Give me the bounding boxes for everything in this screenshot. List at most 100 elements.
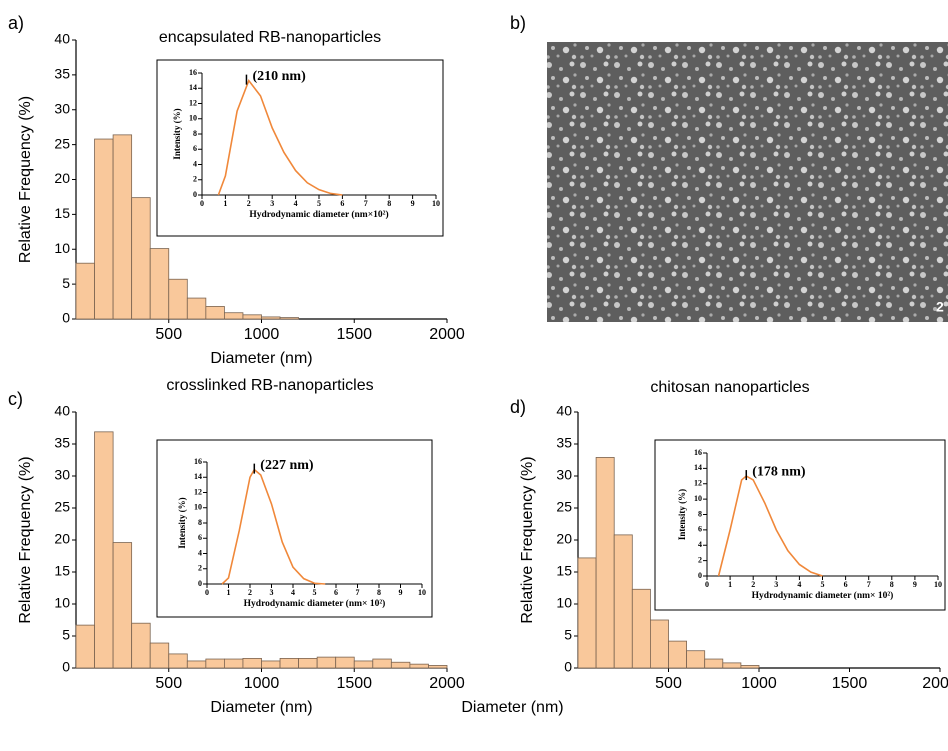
bar: [353, 660, 374, 669]
bar: [75, 624, 95, 669]
x-tick-label: 2: [248, 588, 252, 597]
y-tick-label: 5: [62, 627, 70, 643]
bar: [242, 658, 262, 669]
y-tick-label: 10: [54, 595, 70, 611]
y-tick-label: 5: [564, 627, 572, 643]
inset-box: [156, 59, 444, 237]
x-axis-label: Hydrodynamic diameter (nm× 10²): [752, 590, 894, 601]
x-tick-label: 1: [227, 588, 231, 597]
x-tick-label: 500: [155, 326, 182, 343]
bar: [223, 658, 244, 669]
x-tick-label: 9: [411, 199, 415, 208]
y-tick-label: 16: [694, 448, 702, 457]
y-tick-label: 20: [556, 531, 572, 547]
bar: [112, 542, 133, 669]
x-tick-label: 1000: [244, 326, 280, 343]
bar: [704, 658, 724, 669]
y-tick-label: 30: [54, 100, 70, 116]
x-tick-label: 6: [334, 588, 338, 597]
x-tick-label: 3: [270, 588, 274, 597]
y-tick-label: 4: [193, 159, 197, 168]
bar: [261, 660, 281, 669]
y-tick-label: 25: [556, 499, 572, 515]
x-tick-label: 2: [751, 580, 755, 589]
x-tick-label: 0: [200, 199, 204, 208]
y-tick-label: 10: [556, 595, 572, 611]
x-tick-label: 1500: [336, 326, 372, 343]
x-axis-label: Hydrodynamic diameter (nm× 10²): [244, 598, 386, 609]
x-tick-label: 7: [356, 588, 360, 597]
y-tick-label: 40: [556, 403, 572, 419]
line: [221, 468, 326, 585]
y-tick-label: 8: [198, 518, 202, 527]
bar: [650, 619, 669, 669]
x-tick-label: 2000: [429, 675, 465, 692]
x-tick-label: 0: [705, 580, 709, 589]
y-tick-label: 20: [54, 170, 70, 186]
bar: [409, 663, 429, 669]
y-tick-label: 5: [62, 275, 70, 291]
bar: [316, 656, 337, 669]
bar: [577, 557, 597, 669]
x-tick-label: 1500: [336, 675, 372, 692]
x-tick-label: 4: [797, 580, 801, 589]
y-axis-label: Relative Frequency (%): [17, 96, 34, 263]
x-tick-label: 1500: [832, 675, 868, 692]
y-tick-label: 25: [54, 499, 70, 515]
y-tick-label: 30: [556, 467, 572, 483]
y-tick-label: 12: [694, 479, 702, 488]
chart-title: crosslinked RB-nanoparticles: [166, 377, 373, 394]
x-tick-label: 10: [432, 199, 440, 208]
y-tick-label: 15: [54, 205, 70, 221]
y-tick-label: 10: [694, 494, 702, 503]
x-tick-label: 7: [364, 199, 368, 208]
bar: [298, 658, 318, 669]
x-tick-label: 3: [774, 580, 778, 589]
x-axis-label: Diameter (nm): [461, 699, 563, 716]
bar: [186, 660, 207, 669]
y-axis-label: Relative Frequency (%): [519, 456, 536, 623]
bar: [168, 653, 188, 669]
y-tick-label: 15: [54, 563, 70, 579]
bar: [205, 658, 225, 669]
bar: [242, 314, 262, 320]
bar: [631, 588, 651, 669]
x-tick-label: 1: [728, 580, 732, 589]
y-tick-label: 14: [194, 472, 202, 481]
bar: [595, 457, 615, 669]
y-axis-label: Intensity (%): [177, 497, 187, 548]
line: [717, 475, 823, 577]
bar: [75, 262, 95, 320]
y-tick-label: 35: [54, 435, 70, 451]
panel-label: a): [8, 13, 24, 33]
y-tick-label: 35: [556, 435, 572, 451]
y-tick-label: 16: [189, 68, 197, 77]
y-tick-label: 10: [189, 114, 197, 123]
y-tick-label: 30: [54, 467, 70, 483]
bar: [94, 138, 114, 320]
x-axis-label: Hydrodynamic diameter (nm×10²): [249, 209, 388, 220]
x-tick-label: 8: [890, 580, 894, 589]
y-tick-label: 6: [198, 533, 202, 542]
y-tick-label: 4: [698, 540, 702, 549]
y-axis-label: Relative Frequency (%): [17, 456, 34, 623]
panel-label: d): [510, 397, 526, 417]
bar: [168, 278, 188, 320]
x-tick-label: 4: [294, 199, 298, 208]
y-tick-label: 14: [189, 83, 197, 92]
x-tick-label: 2: [247, 199, 251, 208]
y-tick-label: 40: [54, 31, 70, 47]
x-tick-label: 5: [821, 580, 825, 589]
x-tick-label: 8: [377, 588, 381, 597]
y-tick-label: 35: [54, 66, 70, 82]
y-tick-label: 25: [54, 135, 70, 151]
bar: [261, 316, 281, 320]
bar: [613, 534, 633, 669]
bar: [722, 662, 742, 669]
x-tick-label: 3: [270, 199, 274, 208]
scale-text: 2: [936, 299, 944, 315]
x-tick-label: 6: [844, 580, 848, 589]
bar: [149, 642, 170, 669]
y-tick-label: 12: [189, 98, 197, 107]
